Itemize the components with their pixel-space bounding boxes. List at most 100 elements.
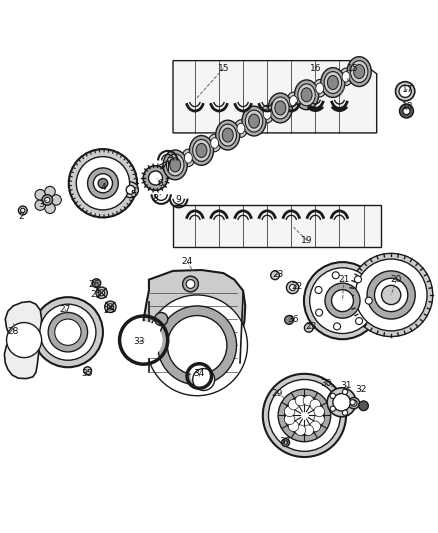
Circle shape bbox=[158, 306, 237, 385]
Circle shape bbox=[348, 398, 360, 409]
Polygon shape bbox=[4, 302, 42, 378]
Text: 32: 32 bbox=[356, 385, 367, 394]
Ellipse shape bbox=[294, 80, 318, 110]
Circle shape bbox=[332, 272, 339, 279]
Circle shape bbox=[403, 108, 410, 115]
Ellipse shape bbox=[313, 79, 326, 97]
Circle shape bbox=[271, 271, 279, 280]
Ellipse shape bbox=[263, 109, 271, 119]
Ellipse shape bbox=[190, 135, 214, 165]
Text: 5: 5 bbox=[131, 190, 137, 199]
Ellipse shape bbox=[249, 114, 259, 128]
Circle shape bbox=[396, 82, 415, 101]
Circle shape bbox=[343, 410, 348, 415]
Circle shape bbox=[334, 323, 341, 330]
Circle shape bbox=[284, 406, 295, 417]
Text: 9: 9 bbox=[176, 196, 182, 205]
Ellipse shape bbox=[182, 149, 195, 167]
Circle shape bbox=[96, 287, 107, 298]
Circle shape bbox=[107, 304, 113, 310]
Circle shape bbox=[399, 85, 411, 98]
Ellipse shape bbox=[290, 96, 297, 106]
Circle shape bbox=[399, 104, 413, 118]
Ellipse shape bbox=[298, 84, 315, 106]
Circle shape bbox=[186, 280, 195, 288]
Circle shape bbox=[268, 379, 340, 451]
Ellipse shape bbox=[234, 120, 247, 138]
Text: 3: 3 bbox=[38, 200, 44, 209]
Circle shape bbox=[350, 253, 433, 336]
Text: 4: 4 bbox=[101, 183, 106, 192]
Circle shape bbox=[193, 368, 215, 391]
Circle shape bbox=[55, 319, 81, 345]
Circle shape bbox=[263, 374, 346, 457]
Circle shape bbox=[314, 414, 325, 425]
Circle shape bbox=[45, 187, 55, 197]
Ellipse shape bbox=[245, 110, 263, 132]
Circle shape bbox=[84, 367, 92, 375]
Circle shape bbox=[314, 406, 325, 417]
Circle shape bbox=[35, 200, 46, 211]
Ellipse shape bbox=[275, 101, 286, 115]
Circle shape bbox=[290, 285, 296, 290]
Text: 25: 25 bbox=[91, 290, 102, 300]
Circle shape bbox=[155, 312, 168, 326]
Circle shape bbox=[40, 304, 96, 360]
Text: 28: 28 bbox=[7, 327, 19, 336]
Ellipse shape bbox=[327, 76, 338, 90]
Ellipse shape bbox=[272, 97, 289, 119]
Circle shape bbox=[284, 441, 287, 445]
Circle shape bbox=[367, 271, 415, 319]
Text: 29: 29 bbox=[271, 389, 283, 398]
Text: 16: 16 bbox=[310, 64, 321, 73]
Text: 21: 21 bbox=[338, 275, 350, 284]
Circle shape bbox=[33, 297, 103, 367]
Text: 7: 7 bbox=[166, 157, 172, 166]
Text: 15: 15 bbox=[218, 64, 229, 73]
Circle shape bbox=[374, 278, 408, 312]
Circle shape bbox=[343, 389, 348, 394]
Circle shape bbox=[310, 421, 321, 432]
Text: 15: 15 bbox=[347, 64, 358, 73]
Circle shape bbox=[105, 301, 116, 312]
Circle shape bbox=[332, 290, 353, 312]
Circle shape bbox=[99, 290, 105, 296]
Ellipse shape bbox=[350, 61, 368, 83]
Circle shape bbox=[123, 182, 138, 198]
Circle shape bbox=[355, 259, 427, 331]
Text: 33: 33 bbox=[134, 337, 145, 346]
Text: 30: 30 bbox=[321, 379, 332, 389]
Circle shape bbox=[45, 197, 50, 203]
Ellipse shape bbox=[342, 71, 350, 82]
Polygon shape bbox=[144, 270, 245, 390]
Circle shape bbox=[125, 321, 162, 359]
Circle shape bbox=[310, 268, 375, 334]
Circle shape bbox=[183, 276, 198, 292]
Ellipse shape bbox=[316, 83, 324, 93]
Circle shape bbox=[42, 195, 53, 205]
Circle shape bbox=[288, 399, 299, 410]
Ellipse shape bbox=[301, 88, 312, 102]
Circle shape bbox=[21, 208, 25, 213]
Circle shape bbox=[295, 395, 306, 406]
Text: 31: 31 bbox=[340, 381, 352, 390]
Circle shape bbox=[285, 395, 324, 435]
Circle shape bbox=[167, 316, 227, 375]
Circle shape bbox=[35, 190, 46, 200]
Ellipse shape bbox=[208, 134, 221, 152]
Text: 17: 17 bbox=[402, 85, 413, 94]
Circle shape bbox=[69, 149, 137, 217]
Ellipse shape bbox=[196, 143, 207, 157]
Circle shape bbox=[147, 295, 247, 395]
Ellipse shape bbox=[219, 124, 237, 146]
Circle shape bbox=[316, 309, 323, 316]
Circle shape bbox=[359, 401, 368, 410]
Text: 19: 19 bbox=[301, 236, 312, 245]
Circle shape bbox=[333, 393, 350, 411]
Ellipse shape bbox=[324, 71, 342, 93]
Circle shape bbox=[350, 400, 355, 405]
Circle shape bbox=[351, 400, 357, 406]
Ellipse shape bbox=[237, 123, 245, 134]
Circle shape bbox=[126, 185, 135, 194]
Circle shape bbox=[282, 439, 290, 447]
